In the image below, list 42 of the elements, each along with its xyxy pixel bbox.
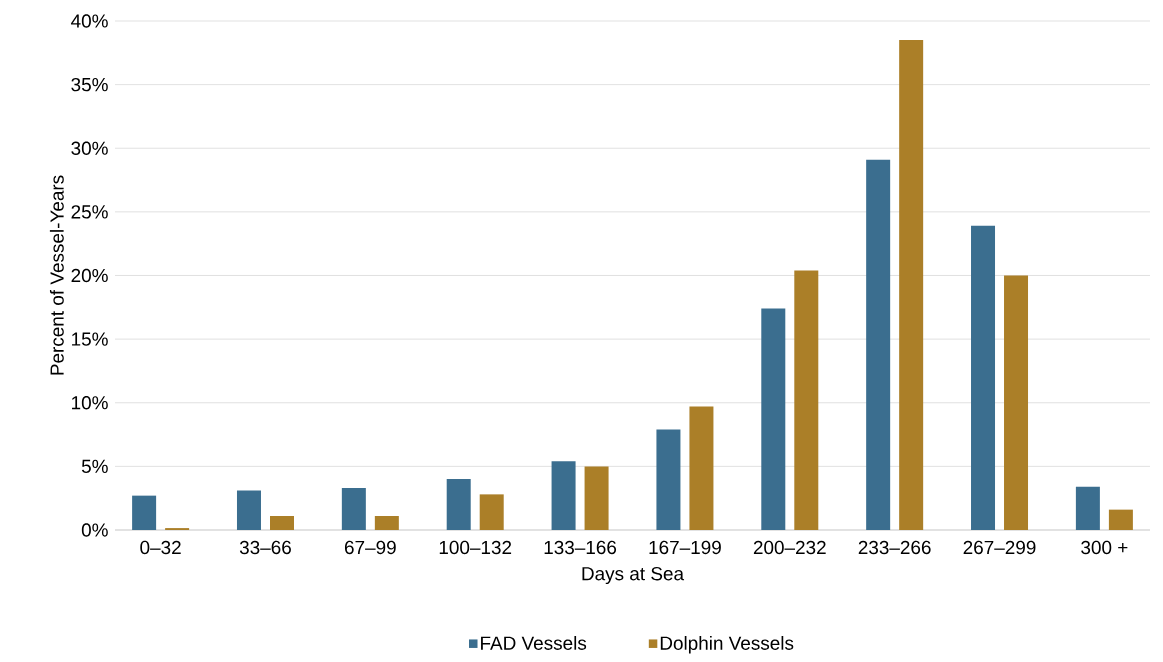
bar xyxy=(689,406,714,530)
y-tick-label: 15% xyxy=(72,332,108,346)
bar xyxy=(794,270,819,530)
bar xyxy=(446,479,471,530)
y-axis-title: Percent of Vessel-Years xyxy=(49,175,64,375)
bar xyxy=(1004,275,1029,530)
bar xyxy=(132,495,157,530)
y-tick-label: 35% xyxy=(71,77,108,92)
x-tick-label: 233–266 xyxy=(858,540,931,555)
bar xyxy=(656,429,681,530)
y-tick-label: 5% xyxy=(81,459,108,474)
bar xyxy=(551,461,576,530)
bar xyxy=(584,466,609,530)
bar xyxy=(899,40,924,530)
x-tick-label: 33–66 xyxy=(239,540,291,555)
x-tick-label: 300 + xyxy=(1081,540,1128,555)
bar xyxy=(1108,509,1133,530)
bar xyxy=(374,516,399,530)
x-axis-title: Days at Sea xyxy=(582,566,685,585)
x-tick-label: 67–99 xyxy=(344,540,396,555)
bar xyxy=(1075,486,1100,530)
x-tick-label: 100–132 xyxy=(439,540,512,555)
x-tick-label: 167–199 xyxy=(649,540,721,555)
bar xyxy=(341,488,366,530)
y-tick-label: 30% xyxy=(71,141,108,155)
legend-label: Dolphin Vessels xyxy=(660,635,794,654)
bar xyxy=(761,308,786,530)
bar xyxy=(269,516,294,530)
x-tick-label: 267–299 xyxy=(963,540,1036,555)
x-tick-label: 0–32 xyxy=(140,540,181,555)
y-tick-label: 0% xyxy=(81,523,108,537)
bar xyxy=(866,159,891,530)
bar xyxy=(236,490,261,530)
y-tick-label: 40% xyxy=(71,14,108,28)
x-tick-label: 200–232 xyxy=(753,540,826,555)
y-tick-label: 10% xyxy=(72,396,108,410)
bar xyxy=(479,494,504,530)
y-tick-label: 20% xyxy=(71,268,108,283)
legend-label: FAD Vessels xyxy=(481,635,587,650)
bar xyxy=(971,225,996,530)
x-tick-label: 133–166 xyxy=(544,540,617,555)
y-tick-label: 25% xyxy=(71,205,108,219)
